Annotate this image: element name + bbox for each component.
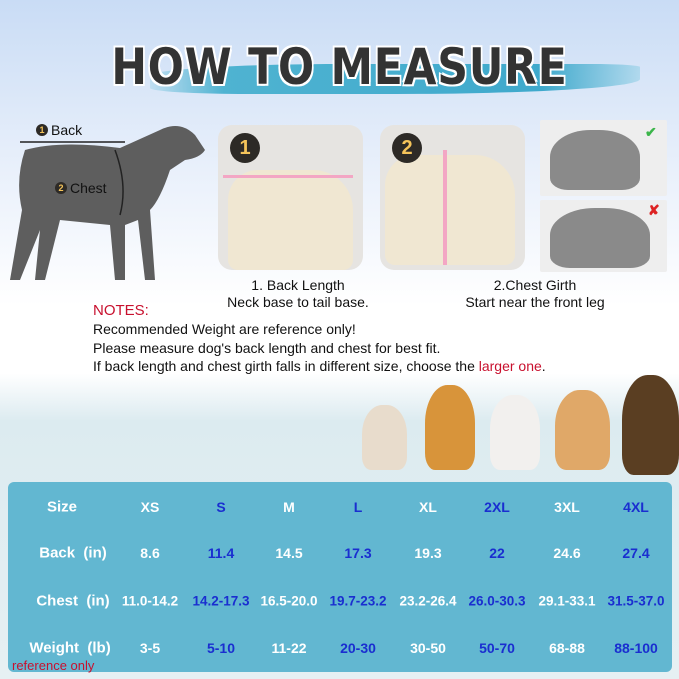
mannequin (385, 155, 515, 265)
step-2-title: 2.Chest Girth (493, 277, 577, 293)
weight-reference-note: reference only (12, 658, 95, 673)
step-1-photo: 1 (218, 125, 363, 270)
table-cell-weight: 50-70 (479, 640, 515, 656)
dog-silhouette-diagram: 1 Back 2 Chest (0, 110, 215, 290)
table-cell-weight: 3-5 (139, 640, 161, 656)
note-line-3: If back length and chest girth falls in … (93, 358, 546, 374)
back-number-badge: 1 (36, 124, 48, 136)
note-text: If back length and chest girth falls in … (93, 358, 479, 374)
note-line-1: Recommended Weight are reference only! (93, 321, 356, 337)
table-cell-sizes: 2XL (484, 499, 510, 515)
dog-silhouette-icon (10, 126, 205, 280)
table-cell-chest: 19.7-23.2 (329, 593, 387, 609)
step-1-desc: Neck base to tail base. (227, 294, 369, 310)
table-cell-chest: 31.5-37.0 (607, 593, 665, 609)
page-title: HOW TO MEASURE (111, 38, 568, 96)
row-label: Chest (in) (36, 592, 110, 610)
step-2-photo: 2 (380, 125, 525, 270)
correct-fit-photo: ✔ (540, 120, 667, 196)
step-2-desc: Start near the front leg (465, 294, 605, 310)
table-cell-weight: 5-10 (206, 640, 236, 656)
chihuahua-photo (362, 405, 407, 470)
step-2-badge: 2 (392, 133, 422, 163)
pomeranian-photo (425, 385, 475, 470)
table-cell-chest: 14.2-17.3 (192, 593, 250, 609)
back-label: 1 Back (36, 122, 82, 138)
table-cell-back: 27.4 (622, 545, 650, 561)
title-brush-stroke (150, 64, 640, 94)
table-cell-chest: 11.0-14.2 (121, 593, 179, 609)
table-cell-weight: 88-100 (614, 640, 658, 656)
size-chart-table (8, 482, 672, 672)
table-cell-sizes: XL (419, 499, 437, 515)
table-cell-weight: 20-30 (340, 640, 376, 656)
cross-icon: ✘ (648, 202, 660, 218)
check-icon: ✔ (645, 124, 657, 140)
table-cell-back: 14.5 (275, 545, 303, 561)
row-label: Back (in) (39, 544, 107, 562)
measuring-tape (443, 150, 447, 265)
table-cell-sizes: XS (140, 499, 160, 515)
table-cell-sizes: M (283, 499, 295, 515)
table-cell-weight: 68-88 (549, 640, 585, 656)
table-cell-back: 24.6 (553, 545, 581, 561)
wrong-fit-photo: ✘ (540, 200, 667, 272)
note-text: . (541, 358, 546, 374)
step-1-badge: 1 (230, 133, 260, 163)
chest-label: 2 Chest (55, 180, 107, 196)
row-label: Weight (lb) (29, 639, 111, 657)
table-cell-chest: 23.2-26.4 (399, 593, 457, 609)
step-1-title: 1. Back Length (251, 277, 345, 293)
table-cell-sizes: 3XL (554, 499, 580, 515)
measuring-tape (223, 175, 353, 178)
table-cell-back: 19.3 (414, 545, 442, 561)
table-cell-chest: 26.0-30.3 (468, 593, 526, 609)
chest-label-text: Chest (70, 180, 107, 196)
table-cell-weight: 30-50 (410, 640, 446, 656)
table-cell-back: 11.4 (207, 545, 235, 561)
shepherd-photo (622, 375, 679, 475)
poodle-photo (490, 395, 540, 470)
row-label: Size (46, 498, 78, 516)
notes-heading: NOTES: (93, 302, 149, 319)
chest-number-badge: 2 (55, 182, 67, 194)
table-cell-chest: 29.1-33.1 (538, 593, 596, 609)
note-line-2: Please measure dog's back length and che… (93, 340, 441, 356)
table-cell-back: 17.3 (344, 545, 372, 561)
table-cell-back: 8.6 (140, 545, 160, 561)
table-cell-sizes: S (216, 499, 226, 515)
table-cell-weight: 11-22 (271, 640, 307, 656)
mannequin (228, 170, 353, 270)
table-cell-sizes: L (353, 499, 363, 515)
table-cell-sizes: 4XL (623, 499, 649, 515)
back-label-text: Back (51, 122, 83, 138)
table-cell-chest: 16.5-20.0 (260, 593, 318, 609)
table-cell-back: 22 (489, 545, 505, 561)
corgi-photo (555, 390, 610, 470)
note-highlight: larger one (478, 358, 542, 374)
